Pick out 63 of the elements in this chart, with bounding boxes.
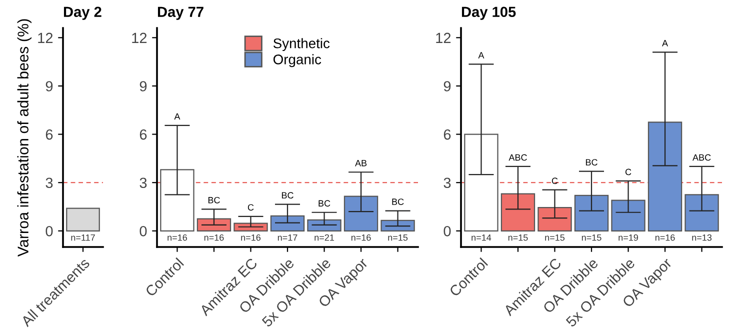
y-tick-label: 6 (140, 129, 147, 140)
annotation: n=15 (388, 234, 408, 241)
legend-label: Synthetic (273, 38, 330, 52)
y-tick-label: 12 (38, 32, 53, 43)
annotation: AB (355, 160, 367, 166)
annotation: n=16 (168, 234, 187, 241)
annotation: n=15 (545, 234, 565, 241)
bar (380, 220, 415, 232)
annotation: n=17 (278, 234, 298, 241)
bar (464, 134, 498, 232)
bar (160, 169, 194, 232)
chart-title: Day 77 (158, 6, 204, 20)
annotation: n=15 (508, 234, 528, 241)
bar (538, 206, 572, 232)
annotation: n=16 (655, 234, 675, 241)
y-tick-label: 6 (46, 129, 53, 140)
annotation: n=19 (618, 234, 638, 241)
annotation: ABC (692, 154, 711, 161)
bar (648, 122, 682, 232)
bar (307, 219, 342, 232)
annotation: C (248, 204, 254, 211)
bar (574, 194, 609, 232)
chart-title: Day 105 (462, 6, 516, 20)
bar (500, 193, 536, 232)
y-tick-label: 3 (46, 178, 53, 188)
legend-label: Organic (273, 54, 322, 68)
annotation: n=16 (204, 234, 224, 241)
annotation: A (478, 52, 484, 58)
annotation: n=16 (241, 234, 261, 241)
annotation: n=13 (692, 234, 712, 241)
y-tick-label: 0 (46, 226, 53, 236)
annotation: BC (282, 192, 294, 199)
bar (611, 200, 646, 232)
annotation: n=15 (582, 234, 602, 241)
chart-title: Day 2 (64, 6, 102, 20)
annotation: n=117 (71, 234, 95, 241)
y-tick-label: 12 (436, 32, 451, 43)
annotation: n=21 (314, 234, 334, 241)
bar (344, 196, 378, 232)
y-tick-label: 9 (444, 81, 451, 92)
annotation: n=16 (351, 234, 371, 241)
annotation: BC (392, 198, 404, 205)
annotation: BC (586, 159, 598, 166)
annotation: BC (208, 196, 220, 204)
y-axis-title: Varroa infestation of adult bees (%) (17, 19, 32, 257)
bar (684, 194, 719, 232)
annotation: C (552, 178, 558, 184)
annotation: n=14 (472, 234, 492, 241)
annotation: ABC (508, 154, 527, 161)
y-tick-label: 6 (444, 129, 451, 140)
annotation: BC (318, 200, 330, 207)
y-tick-label: 9 (46, 81, 53, 92)
annotation: A (662, 40, 668, 46)
y-tick-label: 0 (140, 226, 147, 236)
y-tick-label: 12 (132, 32, 147, 43)
y-tick-label: 3 (140, 178, 147, 188)
bar (196, 218, 232, 232)
y-tick-label: 9 (140, 81, 147, 92)
annotation: A (174, 113, 180, 120)
bar (270, 215, 305, 232)
y-tick-label: 3 (444, 178, 451, 188)
annotation: C (625, 168, 632, 176)
y-tick-label: 0 (444, 226, 451, 236)
